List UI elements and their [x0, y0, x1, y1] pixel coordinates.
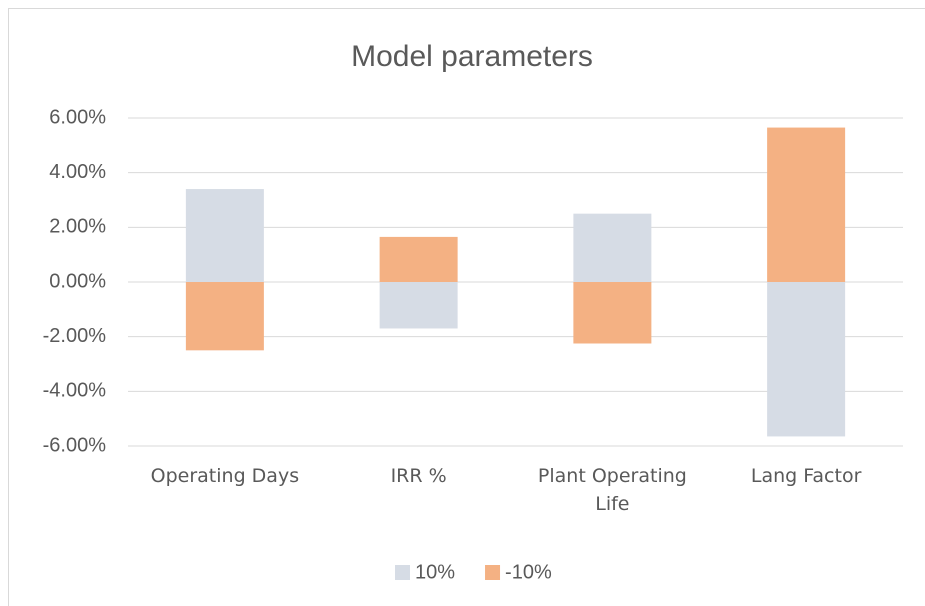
bar — [185, 189, 264, 282]
y-tick-label: -2.00% — [43, 325, 107, 347]
bar — [379, 236, 458, 282]
legend-label: 10% — [415, 561, 455, 583]
x-tick-label: IRR % — [390, 465, 447, 487]
chart-title: Model parameters — [351, 40, 593, 73]
y-tick-label: 2.00% — [49, 216, 106, 238]
bar — [185, 282, 264, 351]
legend-label: -10% — [505, 561, 552, 583]
y-tick-label: -6.00% — [43, 434, 107, 456]
x-tick-label: Lang Factor — [750, 465, 862, 487]
bar — [767, 282, 846, 437]
bar — [379, 282, 458, 329]
bar — [767, 127, 846, 282]
chart-border — [8, 8, 925, 606]
y-tick-label: 6.00% — [49, 106, 106, 128]
bar — [573, 213, 652, 282]
y-tick-label: -4.00% — [43, 380, 107, 402]
bar — [573, 282, 652, 344]
y-tick-label: 0.00% — [49, 270, 106, 292]
legend-swatch — [395, 565, 410, 580]
y-tick-label: 4.00% — [49, 161, 106, 183]
legend-swatch — [485, 565, 501, 580]
x-tick-label: Plant Operating Life — [537, 465, 687, 515]
x-tick-label: Operating Days — [150, 465, 300, 487]
